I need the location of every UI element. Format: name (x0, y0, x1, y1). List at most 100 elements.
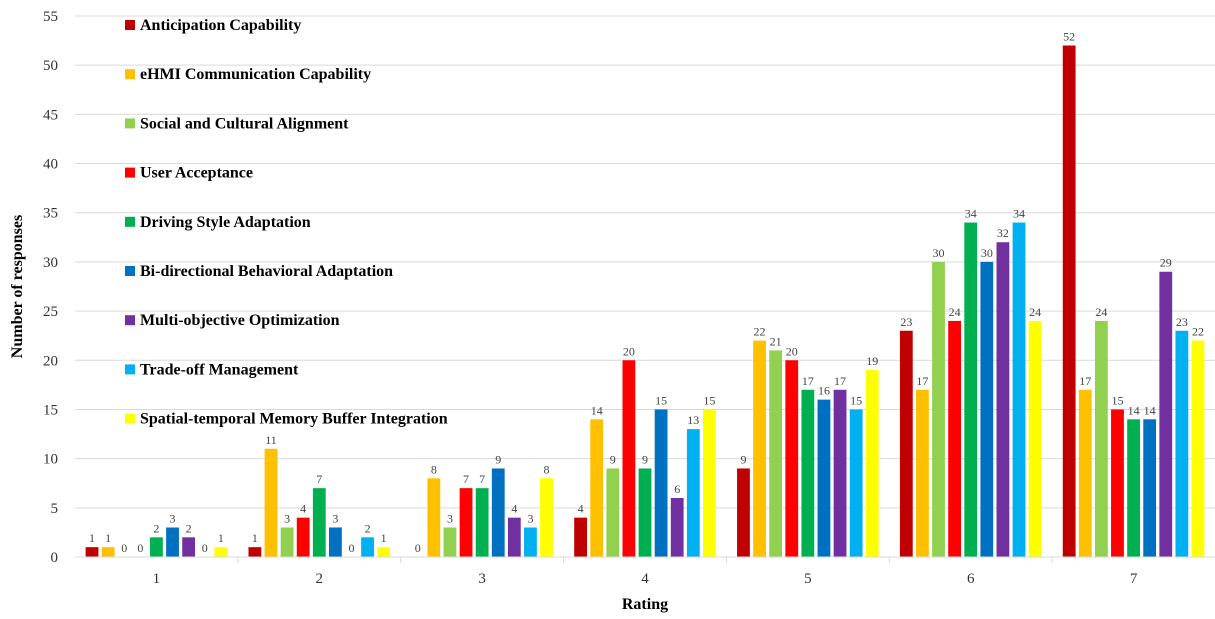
data-label: 20 (623, 344, 635, 358)
data-label: 2 (365, 521, 371, 535)
bar (264, 448, 278, 557)
data-label: 9 (610, 452, 616, 466)
bar (361, 537, 374, 557)
bar (491, 468, 505, 557)
y-tick-label: 45 (43, 107, 58, 123)
x-tick-labels: 1 2 3 4 5 6 7 (153, 571, 1138, 587)
x-tick-label: 3 (478, 571, 486, 587)
x-axis-title: Rating (622, 596, 668, 613)
legend-swatch (125, 69, 135, 80)
data-label: 17 (916, 374, 928, 388)
y-tick-label: 5 (51, 501, 59, 517)
bar (296, 517, 310, 557)
bar (280, 527, 294, 557)
bar (507, 517, 521, 557)
data-label: 3 (284, 511, 290, 525)
bar (686, 429, 700, 557)
data-label: 9 (740, 452, 746, 466)
data-label: 34 (965, 207, 977, 221)
data-label: 3 (332, 511, 338, 525)
y-axis-title: Number of responses (9, 215, 26, 358)
data-label: 4 (511, 502, 517, 516)
x-tick-label: 2 (316, 571, 324, 587)
bar (753, 340, 766, 557)
data-label: 22 (1192, 325, 1204, 339)
y-tick-label: 15 (43, 402, 58, 418)
data-label: 14 (591, 403, 603, 417)
bar (769, 350, 783, 557)
legend-swatch (125, 167, 135, 178)
bar (312, 488, 326, 557)
data-label: 15 (850, 393, 862, 407)
bar (1159, 271, 1173, 557)
bar (328, 527, 342, 557)
bar (1094, 320, 1108, 557)
legend-swatch (125, 216, 135, 227)
data-label: 52 (1063, 30, 1075, 44)
bar (1078, 389, 1092, 557)
bar (932, 261, 945, 557)
bar (1012, 222, 1026, 557)
data-label: 11 (265, 433, 277, 447)
data-label: 20 (786, 344, 798, 358)
bar (996, 242, 1010, 557)
legend-label: eHMI Communication Capability (140, 66, 371, 83)
legend-label: Anticipation Capability (140, 17, 301, 34)
data-label: 9 (495, 452, 501, 466)
bar (166, 527, 179, 557)
bar (737, 468, 750, 557)
data-label: 0 (202, 541, 208, 555)
y-tick-label: 0 (51, 550, 59, 566)
bar (865, 370, 879, 557)
y-tick-label: 35 (43, 206, 58, 222)
data-label: 30 (933, 246, 945, 260)
bar (574, 517, 587, 557)
data-label: 0 (415, 541, 421, 555)
y-tick-label: 25 (43, 304, 58, 320)
bar (443, 527, 457, 557)
legend-label: Bi-directional Behavioral Adaptation (140, 263, 393, 280)
bar (248, 547, 262, 557)
data-label: 34 (1013, 207, 1025, 221)
data-label: 0 (121, 541, 127, 555)
data-label: 24 (1095, 305, 1107, 319)
data-label: 1 (218, 531, 224, 545)
x-tick-label: 1 (153, 571, 161, 587)
data-label: 23 (900, 315, 912, 329)
bar (670, 497, 684, 557)
bar (622, 360, 636, 557)
data-label: 24 (949, 305, 961, 319)
data-label: 21 (770, 334, 782, 348)
data-label: 29 (1160, 256, 1172, 270)
data-label: 8 (431, 462, 437, 476)
bar (833, 389, 847, 557)
data-label: 3 (170, 511, 176, 525)
y-tick-label: 20 (43, 353, 58, 369)
data-label: 9 (642, 452, 648, 466)
data-label: 6 (674, 482, 680, 496)
bars (85, 45, 1205, 557)
data-label: 15 (1111, 393, 1123, 407)
y-tick-label: 55 (43, 9, 58, 25)
data-label: 19 (866, 354, 878, 368)
data-label: 4 (300, 502, 306, 516)
bar (606, 468, 620, 557)
bar (150, 537, 163, 557)
legend-swatch (125, 118, 135, 129)
x-tick-label: 5 (804, 571, 812, 587)
bar (817, 399, 831, 557)
bar (1062, 45, 1076, 557)
legend-label: Social and Cultural Alignment (140, 115, 349, 132)
legend: Anticipation Capability eHMI Communicatio… (125, 17, 448, 428)
data-label: 32 (997, 226, 1009, 240)
data-label: 14 (1144, 403, 1156, 417)
bar (524, 527, 537, 557)
legend-swatch (125, 315, 135, 326)
bar (214, 547, 228, 557)
data-label: 1 (381, 531, 387, 545)
data-label: 15 (655, 393, 667, 407)
bar (1028, 320, 1042, 557)
bar (427, 478, 441, 557)
data-label: 17 (1079, 374, 1091, 388)
